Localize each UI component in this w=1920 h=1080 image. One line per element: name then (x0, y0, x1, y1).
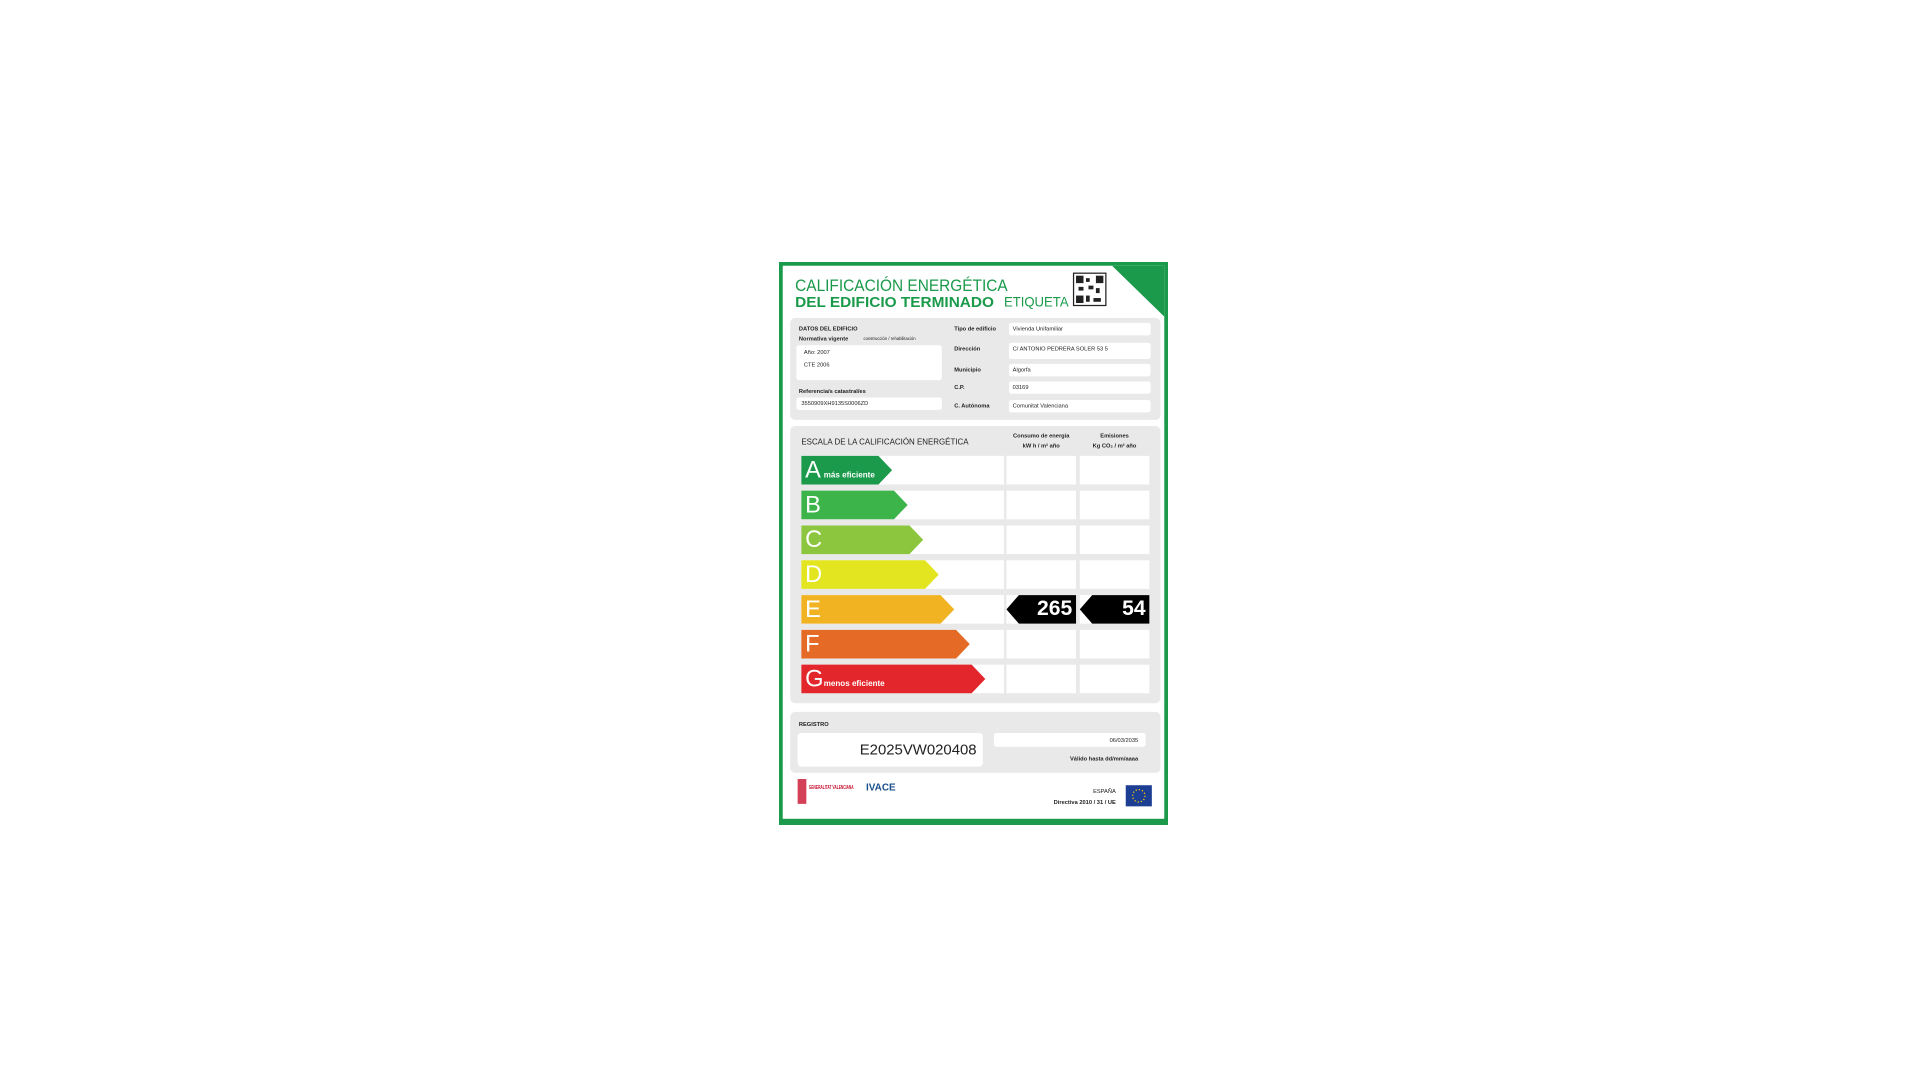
gva-text: GENERALITAT VALENCIANA (809, 785, 854, 791)
standard-label: Normativa vigente (799, 337, 848, 343)
emissions-heading: Emisiones (1100, 434, 1129, 440)
field-label: Tipo de edificio (954, 327, 996, 333)
consumption-cell (1006, 455, 1077, 485)
gva-logo (797, 779, 807, 804)
directive: Directiva 2010 / 31 / UE (1054, 800, 1116, 806)
cadastral-label: Referencia/s catastral/es (799, 389, 866, 395)
country: ESPAÑA (1093, 788, 1116, 795)
class-letter: G (805, 666, 823, 692)
registry-heading: REGISTRO (799, 722, 829, 728)
class-letter: F (805, 632, 819, 658)
title-line2: DEL EDIFICIO TERMINADO (795, 295, 994, 311)
field-value: 03169 (1013, 385, 1029, 391)
field-box (1008, 363, 1151, 377)
qr-code (1072, 272, 1107, 307)
class-arrow (801, 629, 970, 659)
energy-label: CALIFICACIÓN ENERGÉTICA DEL EDIFICIO TER… (779, 262, 1168, 825)
field-value: Vivienda Unifamiliar (1013, 327, 1063, 333)
scale-heading: ESCALA DE LA CALIFICACIÓN ENERGÉTICA (801, 437, 969, 446)
field-value: Comunitat Valenciana (1013, 404, 1069, 410)
consumption-unit: kW h / m² año (1023, 442, 1061, 449)
field-box (1008, 399, 1151, 413)
class-letter: D (805, 562, 822, 588)
title-line1: CALIFICACIÓN ENERGÉTICA (795, 276, 1008, 295)
class-letter: B (805, 492, 821, 518)
field-box (1008, 381, 1151, 394)
consumption-value: 265 (1037, 597, 1072, 620)
consumption-heading: Consumo de energía (1013, 434, 1070, 440)
valid-date: 06/03/2035 (1110, 738, 1139, 744)
corner (1112, 265, 1165, 317)
field-label: C.P. (954, 385, 965, 391)
emissions-cell (1079, 560, 1150, 589)
field-value: Algorfa (1013, 368, 1032, 374)
valid-label: Válido hasta dd/mm/aaaa (1070, 757, 1139, 763)
emissions-indicator (1079, 595, 1150, 624)
consumption-cell (1006, 664, 1077, 694)
emissions-cell (1079, 629, 1150, 659)
registry-box (797, 733, 983, 767)
emissions-cell (1079, 455, 1150, 485)
field-label: Dirección (954, 347, 981, 353)
class-arrow (801, 525, 924, 555)
class-arrow (801, 595, 955, 624)
class-letter: E (805, 597, 821, 623)
class-arrow (801, 455, 893, 485)
cadastral-box (796, 397, 942, 410)
class-note: menos eficiente (824, 679, 885, 688)
emissions-value: 54 (1122, 597, 1146, 620)
consumption-cell (1006, 525, 1077, 555)
consumption-cell (1006, 629, 1077, 659)
cadastral-ref: 3550909XH9135S0006ZD (801, 401, 868, 407)
class-arrow (801, 560, 939, 589)
class-arrow (801, 490, 908, 520)
field-value: C/ ANTONIO PEDRERA SOLER 53 5 (1013, 347, 1108, 353)
standard-note: construcción / rehabilitación (864, 336, 917, 341)
consumption-indicator (1006, 595, 1077, 624)
field-label: Municipio (954, 368, 981, 374)
class-letter: A (805, 458, 821, 484)
emissions-cell (1079, 664, 1150, 694)
eu-flag (1125, 785, 1152, 807)
year: Año: 2007 (804, 350, 830, 356)
class-arrow (801, 664, 986, 694)
ivace: IVACE (866, 782, 896, 793)
label-word: ETIQUETA (1004, 295, 1069, 310)
consumption-cell (1006, 560, 1077, 589)
emissions-unit: Kg CO₂ / m² año (1093, 442, 1137, 449)
field-box (1008, 322, 1151, 336)
registry-number: E2025VW020408 (860, 742, 977, 758)
standard-box (796, 345, 942, 381)
field-label: C. Autónoma (954, 404, 990, 410)
consumption-cell (1006, 490, 1077, 520)
emissions-cell (1079, 490, 1150, 520)
date-box (994, 733, 1146, 747)
class-letter: C (805, 527, 822, 553)
code: CTE 2006 (804, 363, 830, 369)
emissions-cell (1079, 525, 1150, 555)
field-box (1008, 342, 1151, 359)
class-note: más eficiente (824, 470, 876, 479)
building-heading: DATOS DEL EDIFICIO (799, 327, 858, 333)
